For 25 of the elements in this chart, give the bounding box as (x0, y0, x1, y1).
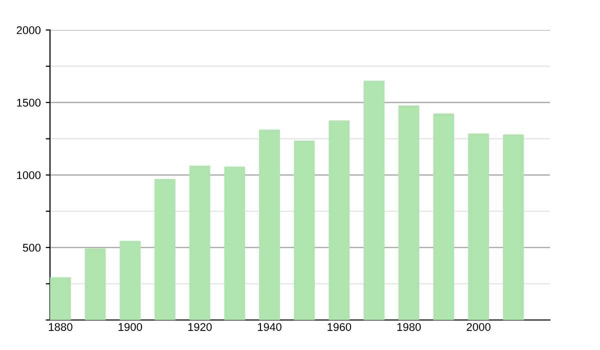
bar (189, 166, 210, 320)
bar (468, 134, 490, 320)
bar (433, 114, 454, 320)
y-tick-label: 1500 (17, 98, 41, 107)
bar (364, 80, 384, 320)
bar (328, 120, 350, 320)
x-tick-label: 1980 (397, 323, 421, 331)
y-tick-label: 1000 (17, 171, 41, 180)
bar (84, 248, 106, 320)
bar (154, 179, 176, 320)
bar (502, 134, 524, 320)
x-tick-label: 1900 (118, 323, 142, 331)
y-tick-label: 500 (22, 244, 41, 252)
x-tick-label: 1940 (258, 323, 282, 331)
bar (224, 166, 246, 320)
bar (259, 130, 280, 320)
bar (398, 106, 420, 320)
bar (50, 277, 71, 320)
bar (120, 240, 141, 320)
x-tick-label: 1880 (48, 323, 72, 331)
x-tick-label: 1920 (188, 323, 212, 331)
bar (294, 140, 315, 320)
x-tick-label: 2000 (466, 323, 490, 331)
y-tick-label: 2000 (16, 26, 41, 34)
x-tick-label: 1960 (328, 323, 352, 331)
